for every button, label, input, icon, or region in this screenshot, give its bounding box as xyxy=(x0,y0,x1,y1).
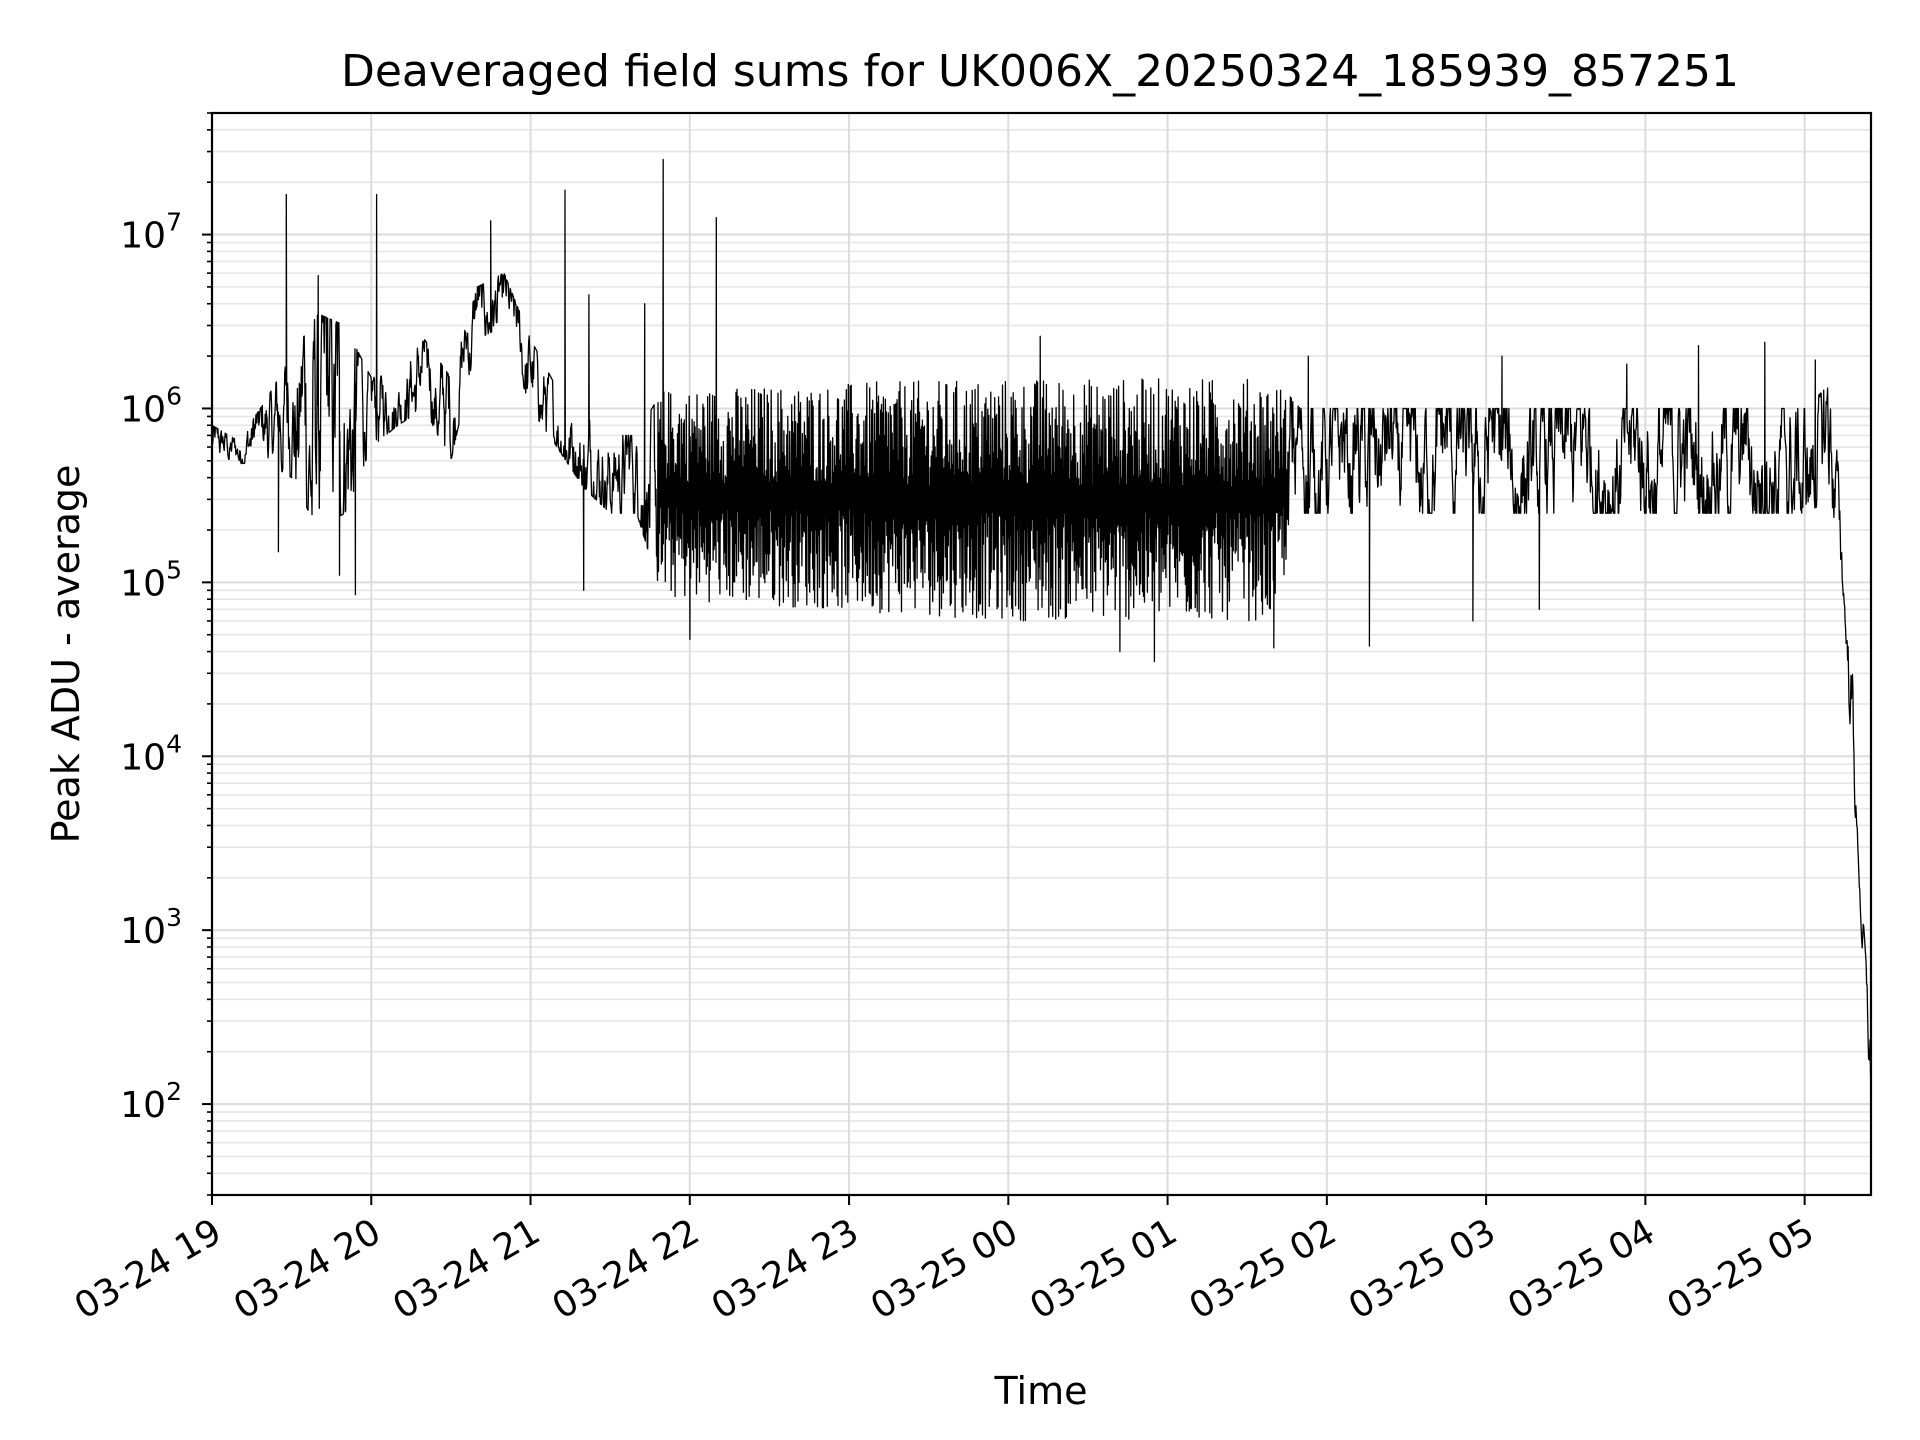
x-tick-label: 03-24 19 xyxy=(68,1211,229,1327)
x-tick-label: 03-25 01 xyxy=(1023,1211,1184,1327)
series-line xyxy=(211,158,1872,1086)
x-tick-label: 03-25 02 xyxy=(1183,1211,1344,1327)
y-tick-label: 103 xyxy=(120,903,182,952)
x-tick-label: 03-24 20 xyxy=(227,1211,388,1327)
grid xyxy=(211,112,1871,1196)
x-tick-label: 03-24 21 xyxy=(386,1211,547,1327)
y-axis-label: Peak ADU - average xyxy=(44,465,88,844)
x-tick-label: 03-25 00 xyxy=(864,1211,1025,1327)
x-tick-label: 03-24 23 xyxy=(705,1211,866,1327)
y-tick-label: 104 xyxy=(120,729,182,778)
chart-title: Deaveraged field sums for UK006X_2025032… xyxy=(341,46,1739,97)
y-tick-label: 106 xyxy=(120,381,182,430)
y-tick-label: 107 xyxy=(120,208,182,257)
x-axis-label: Time xyxy=(994,1369,1088,1413)
x-tick-label: 03-24 22 xyxy=(546,1211,707,1327)
x-tick-label: 03-25 03 xyxy=(1342,1211,1503,1327)
plot-frame xyxy=(210,111,1873,1197)
x-tick-label: 03-25 04 xyxy=(1501,1211,1662,1327)
y-tick-label: 105 xyxy=(120,555,182,604)
y-axis: 102 103 104 105 106 107 xyxy=(120,112,212,1196)
y-tick-label: 102 xyxy=(120,1077,182,1126)
x-tick-label: 03-25 05 xyxy=(1660,1211,1821,1327)
data-series xyxy=(211,158,1872,1086)
